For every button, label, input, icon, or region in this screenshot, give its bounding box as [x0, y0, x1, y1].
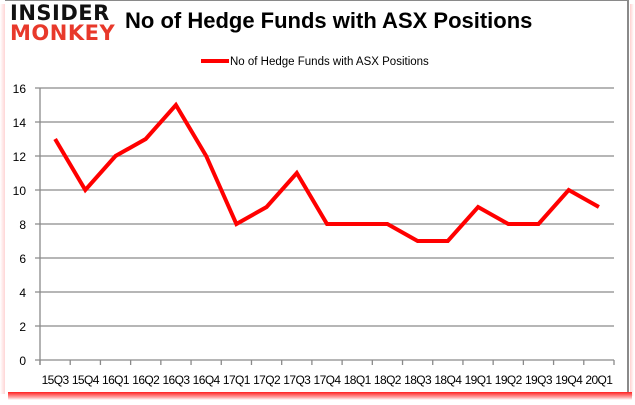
x-tick-label: 16Q4: [193, 373, 221, 387]
y-tick-label: 4: [19, 286, 26, 300]
y-tick-label: 0: [19, 354, 26, 368]
insider-monkey-logo: INSIDER MONKEY: [10, 1, 116, 45]
x-tick-label: 15Q3: [42, 373, 70, 387]
y-tick-label: 12: [13, 150, 27, 164]
y-tick-label: 16: [13, 82, 27, 96]
x-tick-label: 19Q3: [525, 373, 553, 387]
y-tick-label: 10: [13, 184, 27, 198]
y-tick-label: 8: [19, 218, 26, 232]
logo-line-1: INSIDER: [10, 1, 110, 25]
y-tick-label: 6: [19, 252, 26, 266]
logo-line-2: MONKEY: [10, 21, 116, 45]
frame-shadow-right: [630, 4, 634, 396]
gridlines: [35, 87, 614, 361]
x-tick-label: 18Q3: [404, 373, 432, 387]
x-tick-label: 18Q2: [374, 373, 402, 387]
chart-legend: No of Hedge Funds with ASX Positions: [201, 56, 429, 68]
y-tick-label: 2: [19, 320, 26, 334]
x-tick-label: 17Q3: [283, 373, 311, 387]
x-tick-label: 19Q2: [495, 373, 523, 387]
x-tick-label: 17Q1: [223, 373, 251, 387]
x-tick-label: 16Q3: [162, 373, 190, 387]
x-tick-label: 17Q4: [314, 373, 342, 387]
chart-title: No of Hedge Funds with ASX Positions: [125, 8, 533, 33]
x-tick-label: 18Q4: [434, 373, 462, 387]
data-series: [53, 101, 600, 243]
x-tick-label: 19Q4: [555, 373, 583, 387]
y-tick-label: 14: [13, 116, 27, 130]
frame-shadow-bottom: [8, 392, 632, 400]
legend-label: No of Hedge Funds with ASX Positions: [230, 56, 429, 68]
x-tick-label: 20Q1: [585, 373, 613, 387]
chart-frame: [5, 0, 629, 392]
x-tick-label: 15Q4: [72, 373, 100, 387]
frame-shadow-left: [0, 4, 5, 394]
x-tick-label: 16Q1: [102, 373, 130, 387]
series-line: [53, 101, 600, 243]
x-tick-label: 17Q2: [253, 373, 281, 387]
x-tick-label: 18Q1: [344, 373, 372, 387]
x-tick-label: 16Q2: [132, 373, 160, 387]
x-tick-label: 19Q1: [465, 373, 493, 387]
